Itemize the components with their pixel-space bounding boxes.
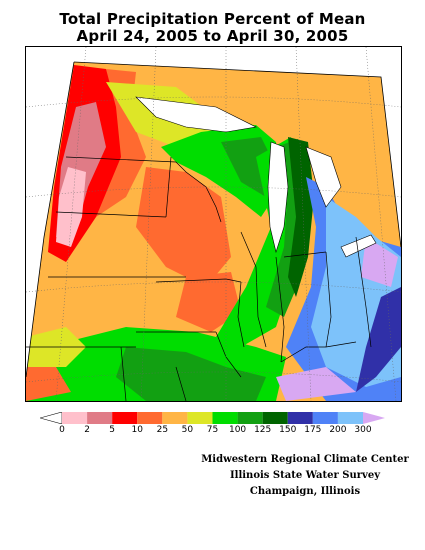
- precipitation-map: [25, 46, 402, 402]
- legend-labels: 0 2 5 10 25 50 75 100 125 150 175 200 300: [40, 425, 385, 439]
- legend-tick-label: 125: [254, 425, 272, 435]
- credit-line-1: Midwestern Regional Climate Center: [201, 454, 409, 465]
- lake-michigan: [267, 141, 289, 254]
- legend-tick-label: 10: [131, 425, 143, 435]
- region-orangered-central: [136, 167, 231, 287]
- legend-swatch-2: [62, 412, 88, 424]
- credit-line-3: Champaign, Illinois: [249, 486, 361, 497]
- region-lavender-se: [276, 367, 356, 401]
- legend-under-triangle: [40, 412, 63, 424]
- lake-huron: [305, 146, 342, 208]
- legend-tick-label: 2: [84, 425, 90, 435]
- legend-swatch-10: [112, 412, 138, 424]
- legend-swatch-150: [262, 412, 288, 424]
- region-darkgreen-south: [116, 347, 266, 401]
- legend-swatch-175: [287, 412, 313, 424]
- credits: Midwestern Regional Climate Center Illin…: [200, 452, 410, 500]
- legend-tick-label: 25: [156, 425, 169, 435]
- graticule: [26, 47, 401, 401]
- legend-swatch-125: [237, 412, 263, 424]
- lake-erie: [340, 234, 377, 258]
- region-orangered-sw: [26, 367, 71, 401]
- legend-swatch-300: [337, 412, 363, 424]
- legend-tick-label: 75: [206, 425, 219, 435]
- legend-tick-label: 150: [279, 425, 297, 435]
- region-orangered-iowa: [176, 272, 241, 332]
- region-darkblue-east: [356, 287, 401, 392]
- credit-line-2: Illinois State Water Survey: [229, 470, 381, 481]
- legend-tick-label: 0: [59, 425, 65, 435]
- region-forest-east: [288, 137, 314, 297]
- legend-tick-label: 300: [354, 425, 372, 435]
- legend-tick-label: 100: [228, 425, 247, 435]
- region-lightpink-west: [56, 167, 86, 247]
- legend-swatch-5: [87, 412, 113, 424]
- legend-tick-label: 50: [181, 425, 194, 435]
- legend-over-triangle: [363, 412, 385, 424]
- map-title-line2: April 24, 2005 to April 30, 2005: [76, 27, 349, 45]
- legend-tick-label: 200: [329, 425, 347, 435]
- legend-swatch-50: [162, 412, 188, 424]
- region-violet-east: [361, 237, 398, 287]
- lake-superior: [135, 96, 257, 133]
- region-orangered-west: [96, 69, 146, 217]
- legend-colorbar: [40, 412, 385, 424]
- legend-swatch-200: [312, 412, 338, 424]
- map-title-line1: Total Precipitation Percent of Mean: [59, 10, 366, 28]
- legend-tick-label: 175: [304, 425, 322, 435]
- legend-tick-label: 5: [109, 425, 116, 435]
- legend-swatch-75: [187, 412, 213, 424]
- legend-swatch-100: [212, 412, 238, 424]
- legend-swatch-25: [137, 412, 163, 424]
